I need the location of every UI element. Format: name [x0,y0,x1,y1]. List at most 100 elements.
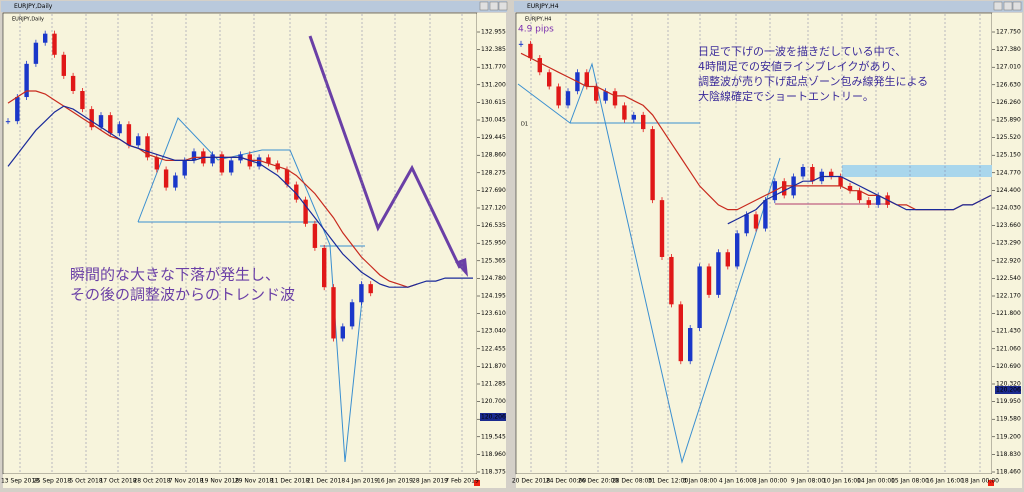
price-label: 123.610 [481,310,506,317]
date-label: 7 Feb 2019 [445,478,479,485]
annotation: 瞬間的な大きな下落が発生し、 [70,266,280,284]
minimize-button[interactable] [479,1,489,11]
candle [43,33,48,43]
window-title: EURJPY,H4 [527,3,559,10]
candle [631,114,636,120]
date-axis [516,474,1022,488]
candle [857,190,862,201]
date-axis [3,474,506,488]
price-label: 118.830 [996,451,1021,458]
candle [706,266,712,295]
candle [753,214,759,229]
scroll-marker[interactable] [474,480,480,486]
date-label: 14 Jan 00:00 [857,478,895,485]
candle [800,166,806,177]
date-label: 18 Jan 00:00 [961,478,999,485]
candle [547,72,552,87]
wave-line [517,62,781,464]
date-label: 8 Jan 00:00 [753,478,787,485]
candle [70,75,76,91]
candle [697,266,702,329]
candle [359,284,364,303]
price-label: 127.690 [481,187,506,194]
price-label: 126.630 [996,81,1021,88]
candle [838,176,843,186]
candle [678,304,683,362]
candle [61,54,66,76]
date-label: 3 Jan 08:00 [683,478,717,485]
price-label: 127.750 [996,29,1021,36]
date-label: 31 Dec 12:00 [648,478,689,485]
date-label: 13 Sep 2018 [1,478,39,485]
candle [669,256,674,305]
candle [33,42,39,64]
candle [229,160,234,173]
bid-label: 120.206 [996,387,1021,394]
price-label: 121.060 [996,345,1021,352]
candle [688,328,693,362]
minimize-button[interactable] [993,1,1003,11]
annotation: 日足で下げの一波を描きだしている中で、 [698,44,906,58]
bid-box [995,386,1021,394]
candle [847,185,853,191]
wave-line [137,117,363,463]
candle [136,136,141,146]
candle [565,91,571,106]
candle [210,154,215,164]
close-button[interactable] [1012,1,1022,11]
price-label: 125.950 [481,240,506,247]
restore-button[interactable] [489,1,499,11]
candle [584,72,589,87]
price-axis [477,13,506,474]
candle [594,86,599,101]
timeframe-tag: D1 [521,122,528,128]
candle [612,91,618,106]
price-label: 118.375 [481,469,506,476]
candle [256,157,262,167]
candle [5,121,11,123]
moving-average [520,52,992,211]
candle [528,43,533,59]
candle [331,287,336,339]
candle [650,129,655,201]
candle [537,58,542,73]
candle [117,124,122,134]
candle [368,284,373,294]
candle [763,200,768,229]
candle [340,326,345,339]
price-label: 119.950 [996,398,1021,405]
candle [518,43,524,45]
candle [322,247,327,288]
close-button[interactable] [498,1,508,11]
price-label: 121.870 [481,363,506,370]
scroll-marker[interactable] [988,480,994,486]
price-label: 128.860 [481,152,506,159]
price-label: 120.690 [996,363,1021,370]
candle [24,63,29,98]
price-label: 121.800 [996,310,1021,317]
date-label: 28 Oct 2018 [133,478,170,485]
date-label: 15 Jan 08:00 [891,478,929,485]
candle [659,200,665,257]
candle [52,33,57,55]
candle [876,195,881,205]
candle [810,166,815,182]
date-label: 25 Sep 2018 [33,478,71,485]
price-label: 129.445 [481,134,506,141]
candle [191,151,197,161]
candle [829,171,834,177]
date-label: 4 Jan 16:00 [719,478,753,485]
date-label: 26 Dec 20:00 [578,478,619,485]
candle [716,252,721,295]
price-label: 120.320 [996,381,1021,388]
restore-button[interactable] [1003,1,1013,11]
zone [842,165,992,177]
candle [108,115,113,134]
date-label: 24 Dec 00:00 [546,478,587,485]
candle [80,90,85,110]
pips-label: 4.9 pips [518,25,554,35]
annotation: 4時間足での安値ラインブレイクがあり、 [698,59,902,73]
candle [641,114,646,130]
candle [145,136,150,158]
